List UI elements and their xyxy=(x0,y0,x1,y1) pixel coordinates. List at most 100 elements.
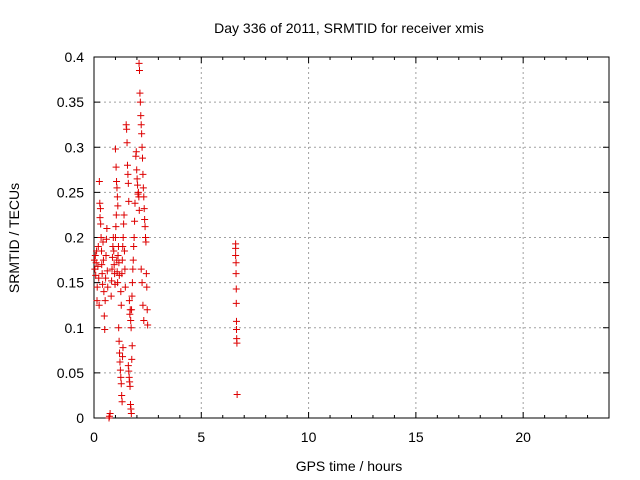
data-point xyxy=(118,270,126,278)
data-point xyxy=(107,292,115,300)
x-axis-label: GPS time / hours xyxy=(296,458,403,474)
data-point xyxy=(142,238,150,246)
data-point xyxy=(119,243,127,251)
data-point xyxy=(112,223,120,231)
data-point xyxy=(96,214,104,222)
data-point xyxy=(111,145,119,153)
y-tick-label: 0 xyxy=(76,410,84,426)
data-point xyxy=(233,391,241,399)
data-point xyxy=(108,253,116,261)
data-point xyxy=(121,265,129,273)
data-point xyxy=(141,215,149,223)
data-point xyxy=(118,256,126,264)
x-tick-label: 15 xyxy=(408,429,424,445)
data-point xyxy=(112,211,120,219)
data-point xyxy=(121,283,129,291)
grid-lines xyxy=(94,57,609,418)
data-point xyxy=(101,297,109,305)
x-tick-labels: 0 5 10 15 20 xyxy=(90,429,531,445)
data-point xyxy=(114,252,122,260)
data-point xyxy=(104,283,112,291)
data-point xyxy=(123,125,131,133)
data-point xyxy=(102,252,110,260)
chart-title: Day 336 of 2011, SRMTID for receiver xmi… xyxy=(214,20,484,36)
data-point xyxy=(118,398,126,406)
data-point xyxy=(129,256,137,264)
data-point xyxy=(138,154,146,162)
data-point xyxy=(128,279,136,287)
x-tick-label: 5 xyxy=(197,429,205,445)
data-point xyxy=(118,391,126,399)
data-point xyxy=(100,288,108,296)
x-tick-label: 10 xyxy=(301,429,317,445)
data-point xyxy=(135,59,143,67)
data-point xyxy=(128,306,136,314)
data-point xyxy=(125,297,133,305)
data-point xyxy=(103,224,111,232)
data-point xyxy=(119,344,127,352)
data-point xyxy=(113,184,121,192)
data-point xyxy=(130,243,138,251)
data-point xyxy=(114,202,122,210)
data-point xyxy=(95,274,103,282)
data-point xyxy=(136,89,144,97)
data-point xyxy=(113,178,121,186)
data-point xyxy=(98,247,106,255)
data-point xyxy=(133,166,141,174)
data-point xyxy=(100,312,108,320)
data-point xyxy=(125,197,133,205)
data-point xyxy=(97,234,105,241)
data-point xyxy=(232,270,240,278)
data-point xyxy=(102,274,110,282)
data-point xyxy=(139,184,147,192)
data-point xyxy=(139,301,147,309)
data-point xyxy=(125,367,133,375)
data-point xyxy=(117,373,125,381)
data-point xyxy=(127,409,135,417)
data-point xyxy=(124,170,132,178)
x-tick-label: 0 xyxy=(90,429,98,445)
data-point xyxy=(117,380,125,388)
y-tick-label: 0.2 xyxy=(65,230,85,246)
data-point xyxy=(143,306,151,314)
data-point xyxy=(123,161,131,169)
data-point xyxy=(232,317,240,325)
data-point xyxy=(138,130,146,138)
data-point xyxy=(133,175,141,183)
data-point xyxy=(138,279,146,287)
data-point xyxy=(96,199,104,207)
data-point xyxy=(128,355,136,363)
data-point xyxy=(124,179,132,187)
data-point xyxy=(128,292,136,300)
y-tick-label: 0.05 xyxy=(57,365,84,381)
data-point xyxy=(91,252,99,260)
data-point xyxy=(135,206,143,214)
data-point xyxy=(120,220,128,228)
data-point xyxy=(108,277,116,285)
data-point xyxy=(113,193,121,201)
data-point xyxy=(102,235,110,243)
data-point xyxy=(137,265,145,273)
data-point xyxy=(139,170,147,178)
data-point xyxy=(94,262,102,270)
data-point xyxy=(143,283,151,291)
data-point xyxy=(115,324,123,332)
data-point xyxy=(95,178,103,186)
data-point xyxy=(93,283,101,291)
data-point xyxy=(117,301,125,309)
data-point xyxy=(136,98,144,106)
data-points xyxy=(90,59,241,422)
data-point xyxy=(110,261,118,269)
data-point xyxy=(116,366,124,374)
data-point xyxy=(127,317,135,325)
data-point xyxy=(111,234,119,241)
data-point xyxy=(141,223,149,231)
data-point xyxy=(232,285,240,293)
data-point xyxy=(92,259,100,267)
data-point xyxy=(140,193,148,201)
y-tick-label: 0.25 xyxy=(57,184,84,200)
data-point xyxy=(96,205,104,213)
data-point xyxy=(131,199,139,207)
data-point xyxy=(127,324,135,332)
